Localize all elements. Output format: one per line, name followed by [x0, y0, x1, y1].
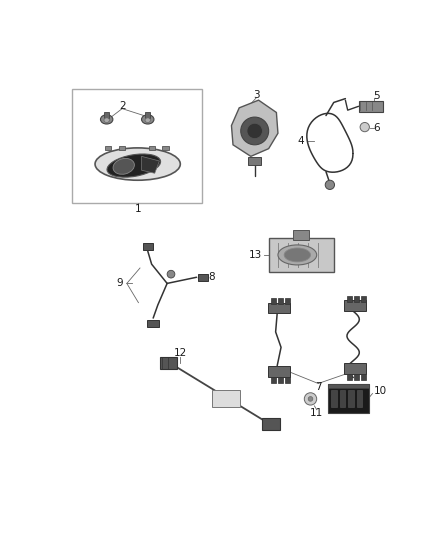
Bar [268, 303, 290, 313]
Bar [332, 390, 337, 407]
Ellipse shape [278, 245, 317, 265]
Bar [328, 384, 369, 388]
Bar [354, 374, 359, 381]
Bar [340, 390, 346, 407]
Circle shape [167, 270, 175, 278]
Ellipse shape [100, 115, 113, 124]
Bar [271, 298, 276, 304]
Bar [285, 298, 290, 304]
Bar [268, 238, 334, 272]
Ellipse shape [141, 115, 154, 124]
Text: 11: 11 [310, 408, 323, 418]
Bar [268, 366, 290, 377]
Bar [148, 146, 155, 150]
Bar [349, 390, 354, 407]
Bar [72, 88, 202, 203]
Bar [145, 112, 150, 118]
Bar [262, 418, 279, 431]
Circle shape [247, 123, 262, 139]
Ellipse shape [107, 154, 161, 177]
Bar [278, 298, 283, 304]
Bar [271, 377, 276, 383]
Bar [344, 364, 366, 374]
Text: 2: 2 [119, 101, 126, 110]
Polygon shape [231, 100, 278, 156]
Text: 4: 4 [298, 136, 304, 146]
Bar [293, 230, 309, 239]
Circle shape [325, 180, 335, 189]
Text: 8: 8 [208, 272, 215, 282]
Bar [357, 390, 362, 407]
Bar [344, 301, 366, 311]
Bar [278, 377, 283, 383]
Ellipse shape [113, 158, 134, 174]
Text: 10: 10 [374, 386, 387, 396]
Text: 6: 6 [373, 123, 380, 133]
Bar [248, 157, 261, 165]
Text: 7: 7 [315, 382, 321, 392]
Bar [359, 101, 383, 112]
Bar [160, 357, 177, 369]
Bar [347, 296, 352, 302]
Bar [361, 296, 366, 302]
Bar [361, 374, 366, 381]
Ellipse shape [95, 148, 180, 180]
Bar [162, 146, 169, 150]
Text: 13: 13 [249, 250, 262, 260]
Text: 1: 1 [134, 204, 141, 214]
Bar [212, 390, 240, 407]
Ellipse shape [145, 118, 151, 123]
Bar [147, 320, 159, 327]
Bar [143, 243, 153, 250]
Text: 9: 9 [117, 278, 123, 288]
Polygon shape [141, 156, 159, 173]
Bar [104, 112, 109, 118]
Text: 12: 12 [174, 349, 187, 359]
Circle shape [241, 117, 268, 145]
Bar [347, 374, 352, 381]
Bar [105, 146, 111, 150]
Text: 3: 3 [253, 90, 260, 100]
Bar [119, 146, 125, 150]
Bar [328, 384, 369, 413]
Ellipse shape [284, 248, 311, 262]
Circle shape [304, 393, 317, 405]
Bar [198, 274, 208, 281]
Text: 5: 5 [373, 91, 380, 101]
Circle shape [360, 123, 369, 132]
Ellipse shape [104, 118, 110, 123]
Bar [285, 377, 290, 383]
Bar [354, 296, 359, 302]
Circle shape [308, 397, 313, 401]
